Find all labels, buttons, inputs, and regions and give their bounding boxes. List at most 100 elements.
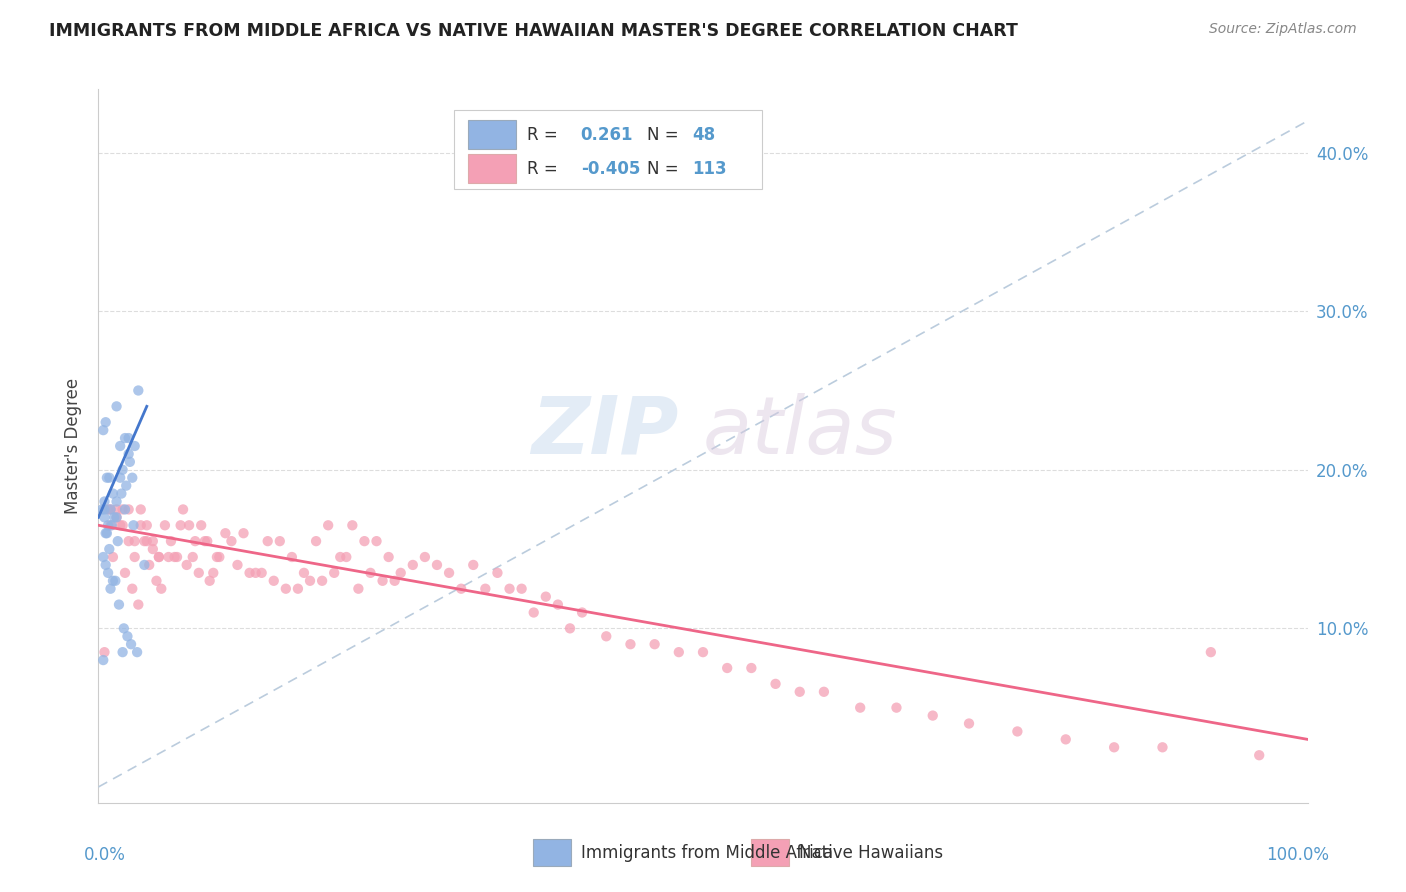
Point [108,471,131,485]
Point [765,677,787,691]
Point [105,494,128,508]
Point [692,645,714,659]
Point [114,431,136,445]
Point [498,582,520,596]
Point [134,534,156,549]
Text: 0.261: 0.261 [581,126,633,144]
Point [360,566,382,580]
Point [377,549,399,564]
Point [179,518,201,533]
Point [96,526,118,541]
Text: IMMIGRANTS FROM MIDDLE AFRICA VS NATIVE HAWAIIAN MASTER'S DEGREE CORRELATION CHA: IMMIGRANTS FROM MIDDLE AFRICA VS NATIVE … [49,22,1018,40]
Point [886,700,908,714]
Point [108,518,131,533]
Point [124,534,146,549]
Point [534,590,557,604]
Point [94,558,117,572]
Y-axis label: Master's Degree: Master's Degree [65,378,83,514]
Point [105,510,128,524]
Point [91,653,114,667]
Point [100,502,122,516]
Point [595,629,617,643]
Text: 113: 113 [692,160,727,178]
Point [250,566,273,580]
Point [98,471,121,485]
Point [194,534,217,549]
Point [124,439,146,453]
Point [163,549,186,564]
Point [100,518,122,533]
Point [105,502,128,516]
Point [232,526,254,541]
Point [114,566,136,580]
Point [117,629,139,643]
Text: -0.405: -0.405 [581,160,640,178]
Point [281,549,304,564]
Point [148,549,170,564]
Point [122,518,145,533]
Text: Source: ZipAtlas.com: Source: ZipAtlas.com [1209,22,1357,37]
Point [239,566,262,580]
Point [121,471,143,485]
Point [1102,740,1125,755]
Point [94,415,117,429]
Point [371,574,394,588]
Point [111,518,134,533]
Point [97,502,120,516]
Point [450,582,472,596]
Point [1007,724,1029,739]
Point [111,463,134,477]
Point [740,661,762,675]
Point [558,621,581,635]
Text: N =: N = [647,126,678,144]
Text: R =: R = [527,126,558,144]
Point [287,582,309,596]
Point [274,582,297,596]
Point [105,400,128,414]
Point [205,549,228,564]
Point [98,542,121,557]
Point [93,494,115,508]
Point [97,518,120,533]
Point [849,700,872,714]
Point [105,510,128,524]
Point [342,518,364,533]
Point [91,423,114,437]
Point [176,558,198,572]
Point [91,549,114,564]
Point [214,526,236,541]
Point [202,566,225,580]
Point [463,558,485,572]
Point [226,558,249,572]
Point [198,574,221,588]
Point [208,549,231,564]
Point [114,502,136,516]
Point [263,574,285,588]
Point [426,558,449,572]
Point [93,510,115,524]
Text: N =: N = [647,160,678,178]
Point [413,549,436,564]
Point [134,558,156,572]
Point [127,384,149,398]
Point [166,549,188,564]
Point [256,534,278,549]
Point [157,549,180,564]
Point [93,645,115,659]
Point [547,598,569,612]
Point [437,566,460,580]
Point [921,708,943,723]
Point [813,685,835,699]
Point [129,502,152,516]
Point [181,549,204,564]
Point [145,574,167,588]
Point [1199,645,1222,659]
Point [142,542,165,557]
Point [138,558,160,572]
Point [111,502,134,516]
Text: atlas: atlas [703,392,898,471]
Point [523,606,546,620]
Point [957,716,980,731]
Point [135,518,157,533]
Point [118,431,141,445]
